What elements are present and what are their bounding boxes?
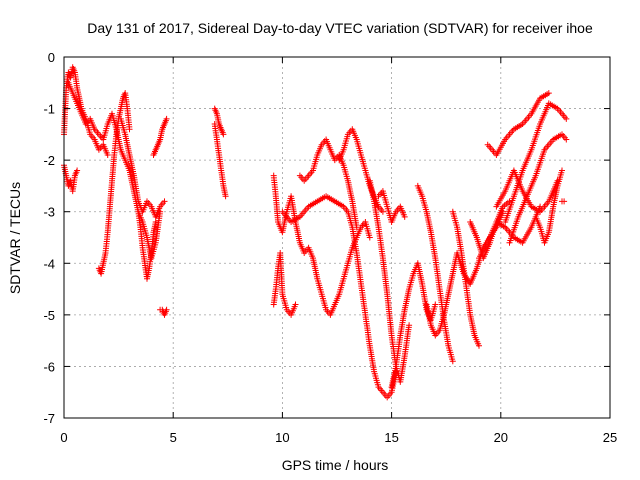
y-tick-label: -6: [43, 359, 55, 374]
x-tick-label: 25: [603, 430, 617, 445]
x-tick-label: 5: [170, 430, 177, 445]
y-axis-label: SDTVAR / TECUs: [7, 182, 23, 294]
y-tick-label: -5: [43, 308, 55, 323]
y-tick-label: -7: [43, 411, 55, 426]
x-axis-label: GPS time / hours: [282, 457, 389, 473]
chart-title: Day 131 of 2017, Sidereal Day-to-day VTE…: [87, 20, 593, 36]
data-markers: [61, 64, 570, 401]
plot-frame: [63, 56, 611, 419]
x-tick-label: 15: [384, 430, 398, 445]
x-tick-label: 20: [494, 430, 508, 445]
y-tick-label: -1: [43, 102, 55, 117]
x-tick-labels: 0 5 10 15 20 25: [60, 57, 617, 445]
data-point-markers: [61, 64, 570, 401]
y-tick-label: -2: [43, 153, 55, 168]
y-tick-labels: 0 -1 -2 -3 -4 -5 -6 -7: [43, 50, 610, 426]
y-tick-label: -4: [43, 256, 55, 271]
grid: [64, 57, 610, 418]
y-tick-label: 0: [48, 50, 55, 65]
y-tick-label: -3: [43, 205, 55, 220]
x-tick-label: 0: [60, 430, 67, 445]
x-tick-label: 10: [275, 430, 289, 445]
